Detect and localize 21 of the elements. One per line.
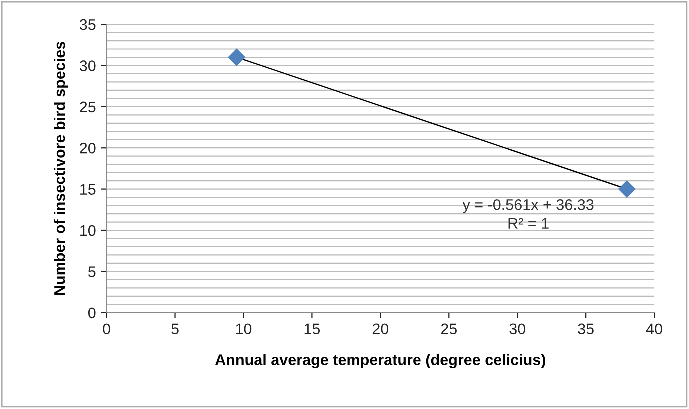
x-tick-label: 20 [372,324,389,335]
y-tick-label: 35 [80,19,96,30]
annotation: y = -0.561x + 36.33 [462,199,594,214]
x-tick-label: 35 [578,324,594,335]
y-tick-label: 5 [88,266,96,278]
x-tick-label: 0 [103,324,110,335]
x-tick-label: 10 [236,324,252,335]
x-tick-label: 15 [304,324,320,335]
x-axis-title: Annual average temperature (degree celicius) [215,354,546,369]
x-tick-label: 5 [172,324,179,335]
y-tick-label: 25 [80,102,96,113]
y-tick-label: 10 [80,225,96,236]
y-tick-label: 15 [80,184,96,195]
x-tick-label: 40 [646,324,662,335]
x-tick-label: 30 [510,324,526,335]
y-tick-label: 30 [80,60,96,72]
y-tick-label: 0 [88,308,96,319]
x-tick-label: 25 [441,324,457,335]
annotation: R² = 1 [508,218,549,229]
y-axis-title: Number of insectivore bird species [54,42,68,296]
y-tick-label: 20 [80,142,96,154]
